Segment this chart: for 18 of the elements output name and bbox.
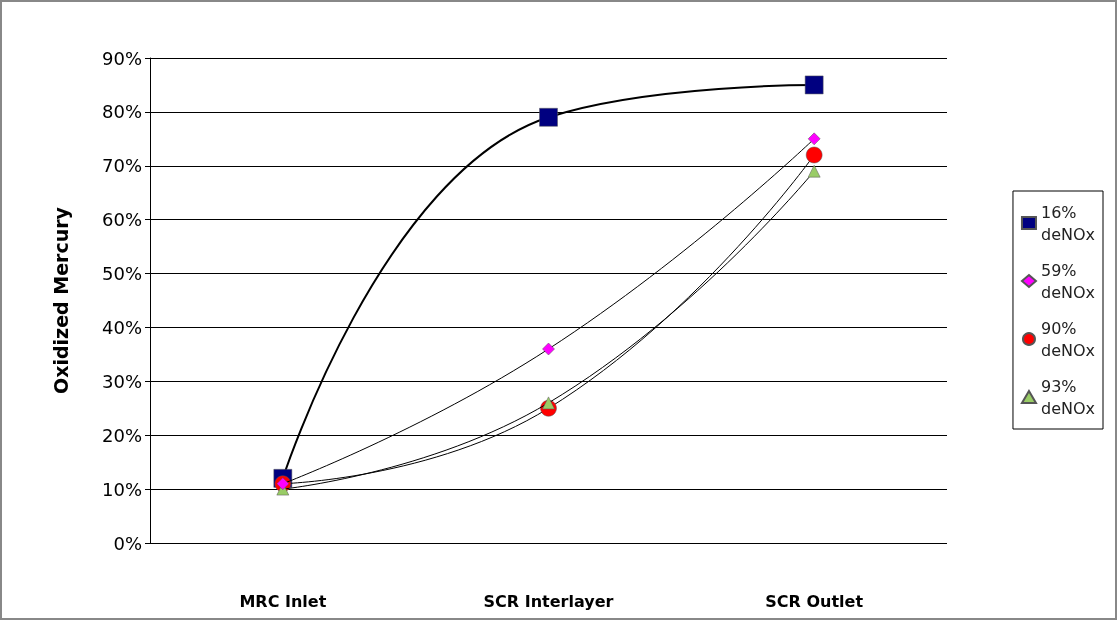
legend-label: 93% deNOx (1040, 376, 1095, 418)
y-tick-label: 10% (101, 478, 142, 500)
legend-label: 90% deNOx (1040, 318, 1095, 360)
y-tick-label: 50% (101, 263, 142, 285)
y-tick-label: 70% (101, 155, 142, 177)
y-tick-label: 90% (101, 47, 142, 69)
y-axis-title: Oxidized Mercury (49, 206, 72, 394)
legend-label: 59% deNOx (1040, 260, 1095, 302)
y-tick-label: 60% (101, 209, 142, 231)
y-tick-label: 80% (101, 101, 142, 123)
y-tick-label: 30% (101, 370, 142, 392)
y-tick-label: 20% (101, 424, 142, 446)
legend-label: 16% deNOx (1040, 202, 1095, 244)
y-tick-label: 40% (101, 316, 142, 338)
x-tick-label: MRC Inlet (239, 591, 327, 611)
x-tick-label: SCR Interlayer (483, 591, 614, 611)
y-tick-label: 0% (113, 532, 142, 554)
x-tick-label: SCR Outlet (765, 591, 864, 611)
